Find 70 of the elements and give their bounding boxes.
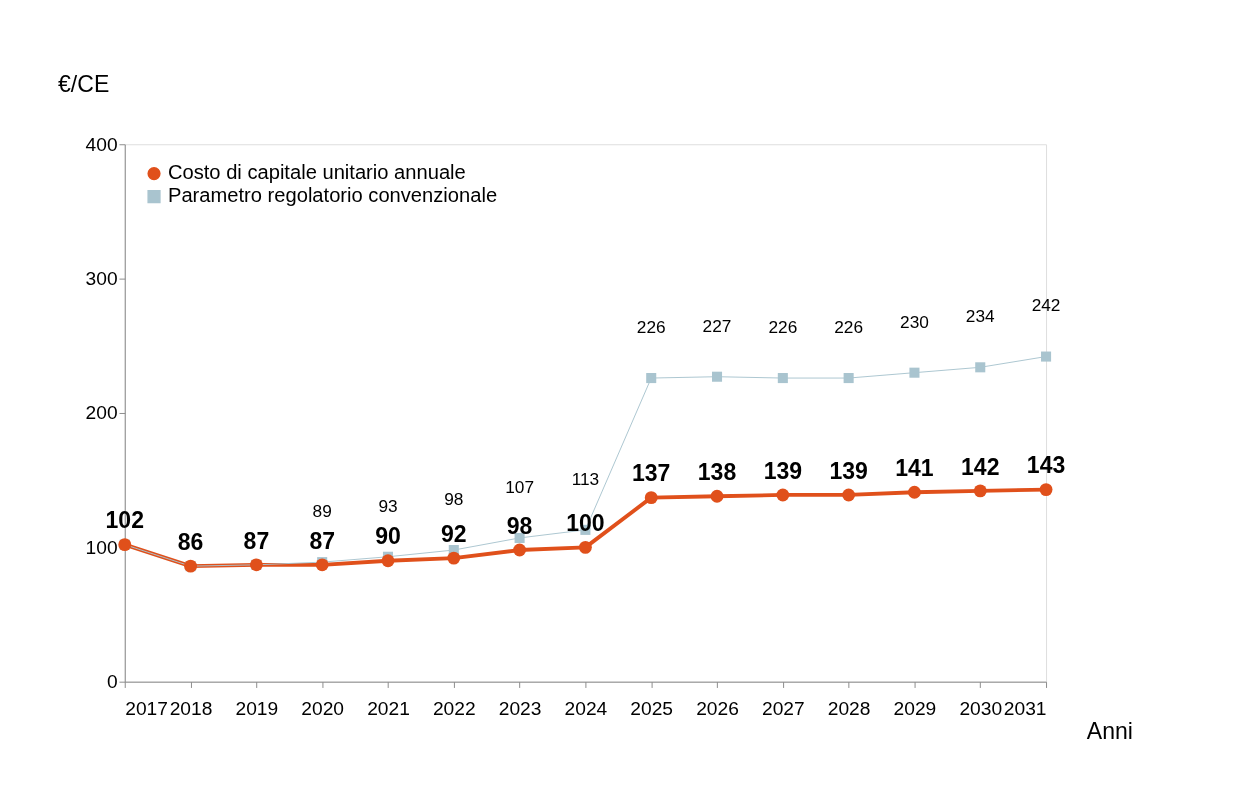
x-tick-label: 2020: [301, 697, 345, 719]
x-tick-label: 2025: [630, 697, 674, 719]
point: [1041, 351, 1052, 362]
data-label: 227: [702, 315, 732, 336]
x-tick-label: 2031: [1003, 697, 1047, 719]
data-label: 234: [965, 306, 996, 327]
x-tick-label: 2028: [827, 697, 871, 719]
data-label: 87: [309, 527, 335, 554]
data-label: 143: [1026, 452, 1066, 479]
data-label: 90: [375, 523, 401, 550]
x-tick-label: 2027: [761, 697, 805, 719]
data-label: 100: [566, 510, 605, 537]
x-tick-label: 2018: [169, 697, 213, 719]
data-label: 107: [505, 476, 535, 497]
point: [777, 373, 788, 384]
point: [776, 488, 790, 502]
point: [973, 484, 987, 498]
data-label: 86: [177, 528, 204, 555]
x-tick-label: 2022: [432, 697, 476, 719]
data-label: 230: [900, 311, 929, 332]
point: [909, 367, 920, 378]
data-label: 98: [506, 512, 533, 539]
point: [711, 371, 723, 382]
data-label: 89: [312, 501, 332, 522]
data-label: 92: [440, 520, 467, 547]
y-tick-label: 200: [85, 402, 118, 424]
data-label: 139: [829, 457, 868, 484]
point: [843, 373, 854, 384]
point: [513, 543, 527, 557]
y-tick-label: 0: [106, 670, 118, 692]
data-label: 102: [105, 507, 144, 534]
point: [842, 488, 856, 502]
point: [315, 558, 329, 572]
data-label: 139: [763, 457, 803, 484]
y-tick-label: 300: [85, 267, 118, 289]
point: [646, 373, 657, 384]
x-tick-label: 2030: [959, 697, 1003, 719]
data-label: 137: [632, 460, 671, 487]
x-tick-label: 2024: [564, 697, 608, 719]
x-tick-label: 2023: [498, 697, 542, 719]
point: [975, 362, 986, 373]
y-axis-title: €/CE: [58, 70, 110, 97]
point: [447, 551, 461, 565]
point: [578, 540, 592, 554]
x-tick-label: 2019: [235, 697, 279, 719]
point: [908, 485, 921, 499]
data-label: 113: [571, 468, 600, 489]
data-label: 142: [961, 453, 1000, 480]
data-label: 98: [444, 488, 464, 509]
data-label: 141: [895, 454, 934, 481]
x-tick-label: 2021: [367, 697, 410, 719]
x-tick-label: 2026: [696, 697, 739, 719]
x-axis-title: Anni: [1086, 717, 1133, 744]
data-label: 226: [768, 316, 798, 337]
y-tick-label: 400: [85, 133, 118, 155]
legend-label: Costo di capitale unitario annuale: [167, 161, 466, 184]
data-label: 138: [697, 458, 737, 485]
data-label: 93: [378, 495, 398, 516]
point: [381, 554, 395, 568]
data-label: 226: [636, 316, 666, 337]
data-label: 226: [834, 316, 864, 337]
point: [710, 489, 724, 503]
data-label: 87: [243, 527, 270, 554]
point: [644, 491, 658, 505]
y-tick-label: 100: [85, 536, 118, 558]
data-label: 242: [1031, 295, 1061, 316]
x-tick-label: 2029: [893, 697, 937, 719]
x-tick-label: 2017: [125, 697, 168, 719]
legend-label: Parametro regolatorio convenzionale: [167, 184, 498, 207]
point: [1039, 483, 1053, 496]
